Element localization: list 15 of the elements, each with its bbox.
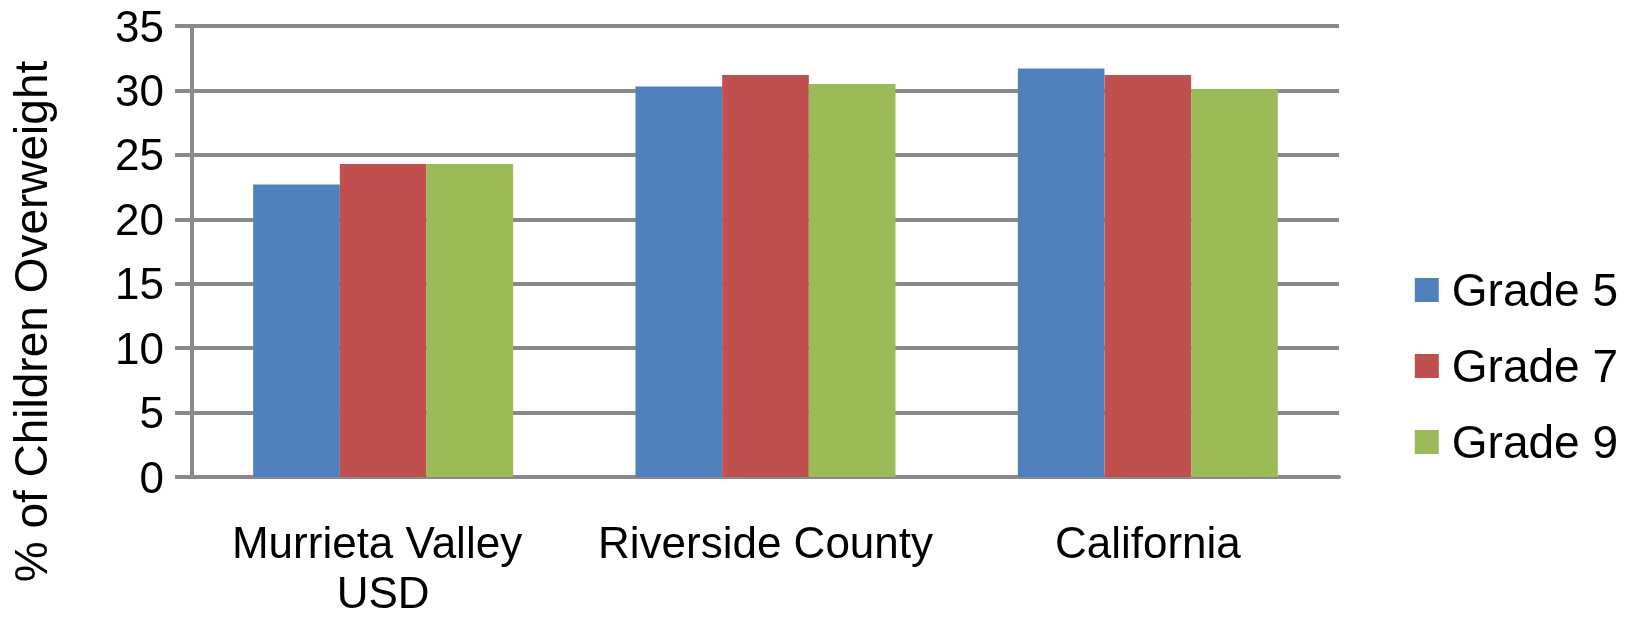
x-tick-label: California — [1054, 517, 1242, 567]
legend-label: Grade 9 — [1451, 416, 1619, 468]
y-tick-label: 30 — [115, 65, 164, 115]
y-tick-label: 0 — [139, 452, 164, 502]
y-tick-label: 5 — [139, 388, 164, 438]
y-tick-label: 10 — [115, 323, 164, 373]
y-axis-title: % of Children Overweight — [5, 60, 57, 583]
x-tick-label: Riverside County — [597, 517, 934, 567]
legend-label: Grade 7 — [1451, 340, 1619, 392]
y-tick-label: 25 — [115, 130, 164, 180]
y-tick-label: 15 — [115, 259, 164, 309]
y-tick-label: 35 — [115, 1, 164, 51]
y-tick-label: 20 — [115, 194, 164, 244]
x-tick-label: Murrieta Valley USD — [231, 517, 535, 617]
legend-label: Grade 5 — [1451, 264, 1619, 316]
